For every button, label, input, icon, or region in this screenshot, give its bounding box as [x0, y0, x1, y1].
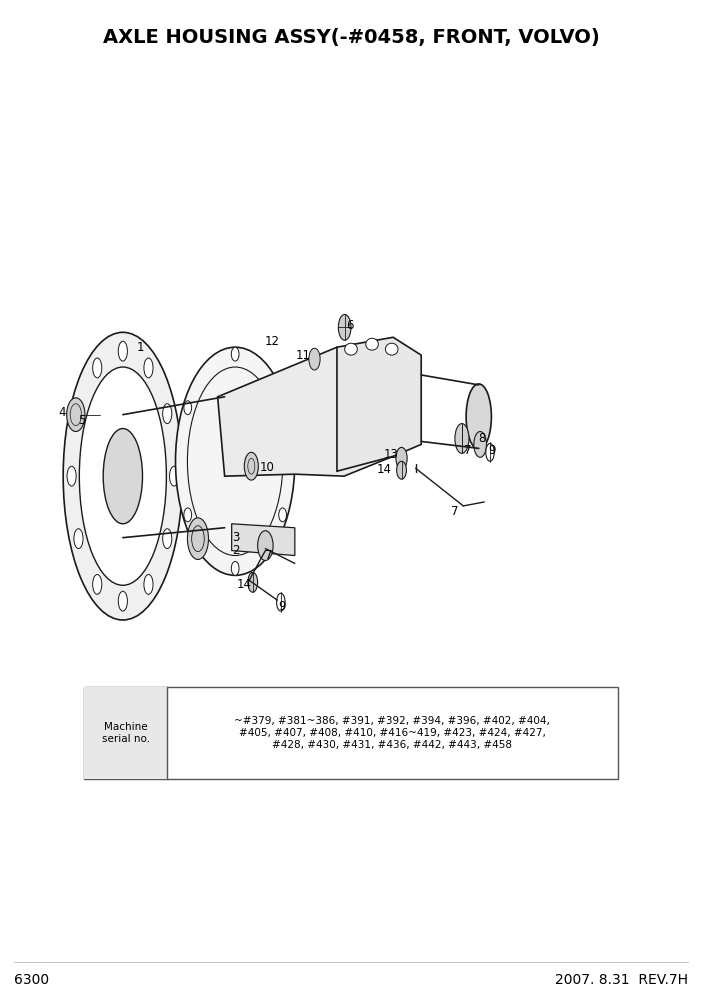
Ellipse shape: [163, 529, 172, 549]
Ellipse shape: [396, 447, 407, 469]
Ellipse shape: [244, 452, 258, 480]
FancyBboxPatch shape: [84, 687, 618, 779]
Text: ~#379, #381~386, #391, #392, #394, #396, #402, #404,
#405, #407, #408, #410, #41: ~#379, #381~386, #391, #392, #394, #396,…: [234, 716, 550, 750]
Ellipse shape: [118, 341, 127, 361]
Text: 6300: 6300: [14, 973, 49, 987]
Ellipse shape: [176, 347, 295, 575]
Ellipse shape: [93, 574, 102, 594]
Text: 10: 10: [260, 460, 275, 474]
Text: Machine
serial no.: Machine serial no.: [102, 722, 150, 744]
Text: 2007. 8.31  REV.7H: 2007. 8.31 REV.7H: [555, 973, 688, 987]
Ellipse shape: [67, 398, 85, 432]
Text: 12: 12: [265, 334, 280, 348]
Text: 5: 5: [78, 414, 85, 428]
Ellipse shape: [144, 574, 153, 594]
Text: 1: 1: [137, 340, 144, 354]
Text: 6: 6: [346, 318, 353, 332]
Text: 13: 13: [383, 447, 399, 461]
Ellipse shape: [345, 343, 357, 355]
Ellipse shape: [184, 508, 192, 522]
Ellipse shape: [170, 466, 178, 486]
Polygon shape: [232, 524, 295, 556]
Ellipse shape: [338, 314, 351, 340]
Ellipse shape: [279, 401, 286, 415]
Text: 14: 14: [376, 462, 392, 476]
Ellipse shape: [67, 466, 76, 486]
Ellipse shape: [74, 529, 83, 549]
Text: 7: 7: [465, 443, 472, 457]
Text: 9: 9: [489, 443, 496, 457]
Text: 8: 8: [478, 432, 485, 445]
Polygon shape: [337, 337, 421, 471]
Text: AXLE HOUSING ASSY(-#0458, FRONT, VOLVO): AXLE HOUSING ASSY(-#0458, FRONT, VOLVO): [102, 28, 600, 48]
Ellipse shape: [144, 358, 153, 378]
Text: 9: 9: [279, 599, 286, 613]
Text: 4: 4: [58, 406, 65, 420]
Text: 3: 3: [232, 531, 239, 545]
Ellipse shape: [63, 332, 183, 620]
Text: 7: 7: [265, 549, 272, 562]
Text: 11: 11: [296, 348, 311, 362]
Ellipse shape: [184, 401, 192, 415]
Ellipse shape: [118, 591, 127, 611]
Ellipse shape: [397, 461, 406, 479]
Polygon shape: [218, 347, 393, 476]
Text: 7: 7: [451, 505, 458, 519]
Ellipse shape: [466, 384, 491, 449]
FancyBboxPatch shape: [84, 687, 167, 779]
Ellipse shape: [93, 358, 102, 378]
Ellipse shape: [187, 518, 208, 559]
Ellipse shape: [248, 572, 258, 592]
Ellipse shape: [486, 443, 494, 461]
Text: 2: 2: [232, 544, 239, 558]
Ellipse shape: [474, 432, 486, 457]
Ellipse shape: [103, 429, 143, 524]
Ellipse shape: [309, 348, 320, 370]
Ellipse shape: [74, 404, 83, 424]
Ellipse shape: [385, 343, 398, 355]
Text: 14: 14: [237, 577, 252, 591]
Ellipse shape: [279, 508, 286, 522]
Ellipse shape: [258, 531, 273, 560]
Ellipse shape: [231, 347, 239, 361]
Ellipse shape: [79, 367, 166, 585]
Ellipse shape: [366, 338, 378, 350]
Ellipse shape: [163, 404, 172, 424]
Ellipse shape: [277, 593, 285, 611]
Ellipse shape: [231, 561, 239, 575]
Ellipse shape: [455, 424, 469, 453]
